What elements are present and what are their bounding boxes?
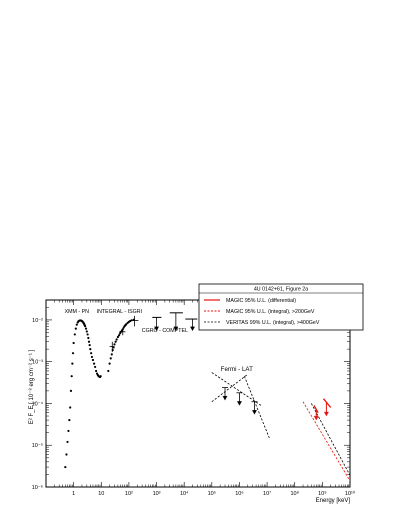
chart-annotation: INTEGRAL - ISGRI bbox=[97, 309, 142, 315]
x-tick-label: 10³ bbox=[153, 491, 161, 497]
data-point bbox=[109, 357, 112, 360]
data-point bbox=[115, 338, 118, 341]
x-tick-label: 10⁷ bbox=[263, 490, 271, 497]
x-tick-label: 10² bbox=[125, 491, 133, 497]
data-point bbox=[114, 340, 117, 343]
x-tick-label: 10 bbox=[98, 491, 104, 497]
data-point bbox=[68, 418, 71, 422]
data-point bbox=[69, 389, 73, 392]
legend-label-veritas-integral: VERITAS 99% U.L. (integral), >400GeV bbox=[226, 320, 320, 326]
data-point bbox=[91, 358, 95, 362]
data-point bbox=[95, 369, 98, 373]
data-point bbox=[84, 327, 88, 330]
y-tick-label: 10⁻⁶ bbox=[32, 484, 43, 491]
data-point bbox=[65, 453, 68, 456]
x-tick-label: 10⁸ bbox=[291, 490, 299, 497]
data-point bbox=[71, 352, 75, 355]
data-point bbox=[88, 343, 91, 347]
data-point bbox=[108, 362, 111, 365]
legend-box bbox=[198, 283, 364, 331]
x-tick-label: 10¹⁰ bbox=[345, 490, 356, 497]
data-point bbox=[75, 323, 78, 326]
y-tick-label: 10⁻³ bbox=[32, 360, 43, 366]
x-tick-label: 1 bbox=[72, 491, 75, 497]
series-magic-95-u-l-differential- bbox=[313, 398, 332, 421]
data-point bbox=[74, 327, 77, 330]
y-tick-label: 10⁻² bbox=[32, 318, 43, 324]
y-tick-label: 10⁻⁵ bbox=[32, 442, 43, 449]
data-point bbox=[87, 340, 91, 343]
y-axis-title: E² F_E [ 10⁻⁸ erg cm⁻² s⁻¹ ] bbox=[28, 349, 35, 424]
data-point bbox=[90, 355, 94, 359]
data-point bbox=[107, 369, 110, 373]
data-point bbox=[64, 465, 67, 469]
chart-annotation: Fermi - LAT bbox=[221, 366, 253, 373]
series-line-segment bbox=[302, 401, 351, 482]
differential-ul-segment bbox=[313, 405, 319, 414]
data-point bbox=[69, 406, 72, 409]
legend-label-magic-integral: MAGIC 95% U.L. (integral), >200GeV bbox=[226, 309, 315, 315]
data-point bbox=[87, 336, 90, 340]
series-integral-isgri-binned-with-errors- bbox=[109, 315, 139, 353]
legend-title: 4U 0142+61, Figure 2a bbox=[254, 287, 308, 293]
x-tick-label: 10⁹ bbox=[318, 490, 326, 497]
data-point bbox=[66, 440, 69, 444]
data-point bbox=[84, 325, 87, 328]
data-point bbox=[110, 353, 113, 356]
upper-limit-arrow-head bbox=[173, 326, 179, 332]
chart-annotation: CGRO - COMPTEL bbox=[142, 328, 188, 334]
series-magic-95-u-l-integral-200gev bbox=[302, 401, 351, 482]
upper-limit-arrow-head bbox=[222, 396, 228, 401]
series-cgro-comptel bbox=[152, 312, 198, 332]
chart-annotations: XMM - PN INTEGRAL - ISGRI CGRO - COMPTEL Fe… bbox=[65, 309, 254, 373]
upper-limit-arrow-head bbox=[154, 326, 159, 332]
data-point bbox=[70, 375, 73, 378]
data-point bbox=[125, 323, 128, 326]
data-point bbox=[86, 333, 89, 336]
differential-ul-arrow-head bbox=[323, 411, 329, 417]
y-tick-label: 10⁻⁴ bbox=[32, 400, 44, 407]
plot-frame bbox=[45, 299, 351, 488]
chart-annotation: XMM - PN bbox=[65, 309, 90, 315]
x-tick-label: 10⁴ bbox=[180, 490, 189, 497]
data-point bbox=[85, 330, 88, 333]
data-point bbox=[71, 362, 74, 365]
data-point bbox=[89, 348, 92, 351]
upper-limit-arrow-head bbox=[252, 410, 257, 415]
x-tick-label: 10⁵ bbox=[208, 490, 216, 497]
upper-limit-arrow-head bbox=[190, 326, 195, 332]
series-fermi-lat bbox=[222, 387, 258, 415]
data-point bbox=[72, 341, 75, 345]
data-point bbox=[90, 352, 93, 355]
data-point bbox=[94, 365, 97, 369]
data-point bbox=[99, 375, 102, 378]
data-point bbox=[67, 429, 70, 433]
series-xmm-pn bbox=[64, 319, 102, 469]
upper-limit-arrow-head bbox=[237, 401, 242, 406]
differential-ul-arrow-head bbox=[313, 415, 319, 421]
data-point bbox=[116, 335, 120, 339]
data-point bbox=[117, 334, 121, 337]
legend-label-magic-differential: MAGIC 95% U.L. (differential) bbox=[226, 298, 296, 304]
x-tick-label: 10⁶ bbox=[235, 490, 243, 497]
chart-legend: 4U 0142+61, Figure 2a MAGIC 95% U.L. (di… bbox=[198, 283, 364, 331]
x-axis-title: Energy [keV] bbox=[316, 498, 351, 504]
differential-ul-segment bbox=[323, 398, 332, 408]
data-point bbox=[113, 343, 116, 346]
chart-marks bbox=[64, 312, 351, 482]
data-point bbox=[92, 362, 96, 365]
data-point bbox=[73, 333, 76, 336]
